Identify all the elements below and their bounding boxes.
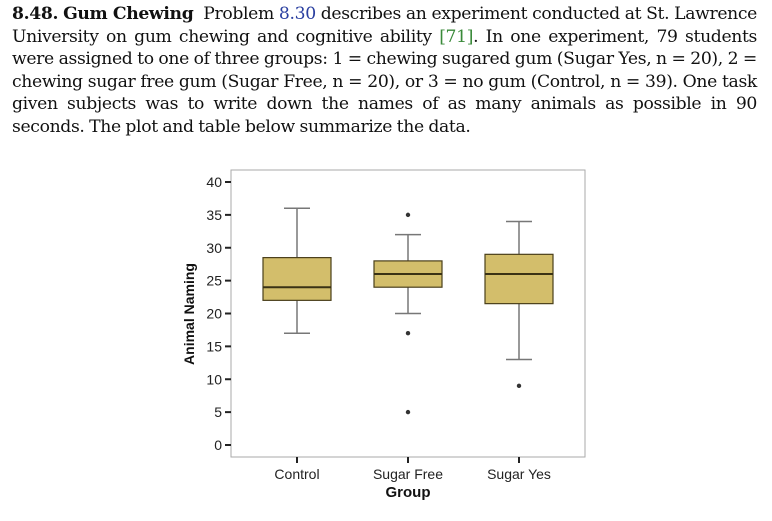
x-tick-label: Sugar Free [373,466,443,482]
problem-number: 8.48. [12,4,59,24]
box-sugar-yes [484,253,554,305]
problem-text: describes an experiment conducted at St.… [12,4,758,47]
problem-text: . In one experiment, 79 students were as… [12,26,758,137]
y-tick-label: 20 [206,306,222,322]
outlier-point [516,383,522,389]
y-tick-label: 35 [206,207,222,223]
y-tick-label: 30 [206,240,222,256]
y-axis-label: Animal Naming [181,263,197,365]
problem-text: Problem [203,4,279,24]
y-tick-label: 10 [206,371,222,387]
outlier-point [405,409,411,415]
y-tick-label: 0 [214,437,222,453]
y-tick-label: 40 [206,174,222,190]
y-tick-label: 5 [214,404,222,420]
problem-reference-link[interactable]: 8.30 [278,4,316,24]
x-tick-label: Sugar Yes [487,466,551,482]
x-axis-label: Group [386,484,431,501]
y-tick-label: 25 [206,273,222,289]
problem-paragraph: 8.48. Gum Chewing Problem 8.30 describes… [12,3,757,139]
box-control [262,257,332,301]
outlier-point [405,331,411,336]
citation-link[interactable]: [71] [439,26,474,47]
x-tick-label: Control [274,466,319,482]
y-tick-label: 15 [206,338,222,354]
problem-title: Gum Chewing [63,4,194,24]
outlier-point [405,212,411,218]
